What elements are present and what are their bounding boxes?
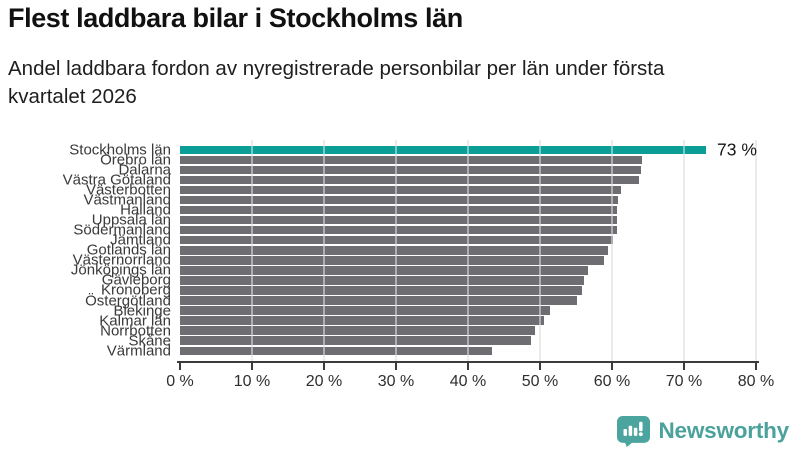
x-axis-tick: [754, 363, 758, 370]
chart-subtitle: Andel laddbara fordon av nyregistrerade …: [8, 55, 664, 111]
x-axis-tick-label: 70 %: [665, 373, 703, 390]
y-axis-label: Gotlands län: [86, 241, 171, 259]
chart-subtitle-line-2: kvartalet 2026: [8, 85, 137, 108]
x-axis-tick: [682, 363, 686, 370]
bar: [180, 215, 618, 225]
bar: [180, 276, 584, 285]
y-axis-label: Värmland: [106, 342, 171, 360]
y-axis-label: Uppsala län: [91, 211, 171, 229]
y-axis-label: Dalarna: [118, 161, 171, 179]
x-axis-tick: [538, 363, 542, 370]
bar: [180, 286, 583, 295]
bar: [180, 266, 588, 275]
bar: [180, 155, 643, 165]
bar: [180, 306, 551, 315]
newsworthy-logo: Newsworthy: [617, 415, 789, 447]
x-axis-tick-label: 20 %: [305, 373, 343, 390]
grid-line: [755, 140, 757, 361]
y-axis-label: Jönköpings län: [70, 261, 171, 279]
x-axis-line: [177, 360, 759, 364]
value-label: 73 %: [717, 139, 757, 160]
x-axis-tick: [178, 363, 182, 370]
bar: [180, 336, 532, 345]
bar: [180, 326, 535, 335]
y-axis-label: Västernorrland: [72, 251, 171, 269]
bar: [180, 165, 641, 175]
x-axis-tick: [322, 363, 326, 370]
y-axis-label: Gävleborg: [101, 271, 171, 289]
y-axis-label: Västmanland: [83, 191, 171, 209]
x-axis-tick-label: 40 %: [449, 373, 487, 390]
x-axis-tick: [610, 363, 614, 370]
grid-line: [611, 140, 613, 361]
y-axis-label: Blekinge: [113, 302, 171, 320]
grid-line-overlay: [611, 140, 613, 361]
x-axis-tick: [394, 363, 398, 370]
x-axis-tick-label: 0 %: [166, 373, 194, 390]
grid-line-overlay: [323, 140, 325, 361]
x-axis-tick-label: 80 %: [737, 373, 775, 390]
newsworthy-logo-text: Newsworthy: [658, 418, 789, 443]
grid-line-overlay: [539, 140, 541, 361]
x-axis-tick-label: 60 %: [593, 373, 631, 390]
y-axis-labels: Stockholms län Örebro län Dalarna Västra Gö…: [0, 140, 174, 365]
y-axis-label: Örebro län: [100, 151, 171, 169]
y-axis-label: Halland: [120, 201, 171, 219]
x-axis-tick-label: 30 %: [377, 373, 415, 390]
grid-line-overlay: [755, 140, 757, 361]
y-axis-label: Skåne: [128, 332, 171, 350]
chart-subtitle-line-1: Andel laddbara fordon av nyregistrerade …: [8, 57, 665, 80]
y-axis-label: Östergötland: [85, 292, 171, 309]
grid-line-overlay: [683, 140, 685, 361]
bar: [180, 316, 544, 325]
bar: [180, 185, 621, 195]
x-axis-tick: [250, 363, 254, 370]
y-axis-label: Jämtland: [110, 231, 171, 249]
bar: [180, 256, 605, 265]
grid-line: [683, 140, 685, 361]
y-axis-label: Kalmar län: [99, 312, 171, 330]
bar-highlight: [180, 145, 706, 154]
grid-line-overlay: [251, 140, 253, 361]
x-axis-tick: [466, 363, 470, 370]
x-axis-tick-label: 10 %: [233, 373, 271, 390]
bar-chart-bubble-icon: [617, 415, 651, 447]
y-axis-label: Västra Götaland: [62, 171, 171, 189]
y-axis-label: Stockholms län: [69, 141, 171, 159]
bar: [180, 205, 618, 215]
grid-line-overlay: [467, 140, 469, 361]
bar: [180, 296, 577, 305]
bar: [180, 235, 613, 245]
chart-title: Flest laddbara bilar i Stockholms län: [8, 3, 463, 33]
bar: [180, 225, 618, 235]
bar: [180, 346, 493, 355]
y-axis-label: Norrbotten: [100, 322, 171, 340]
grid-line-overlay: [395, 140, 397, 361]
x-axis-tick-label: 50 %: [521, 373, 559, 390]
bar: [180, 246, 608, 255]
y-axis-label: Kronoberg: [100, 281, 171, 299]
bar: [180, 195, 619, 205]
bar: [180, 175, 640, 185]
plot-area: 73 % 0 % 10 % 20 % 30 % 40 % 50 % 60 % 70 % 80 %: [166, 139, 774, 400]
y-axis-label: Västerbotten: [85, 181, 171, 199]
y-axis-label: Södermanland: [73, 221, 171, 239]
